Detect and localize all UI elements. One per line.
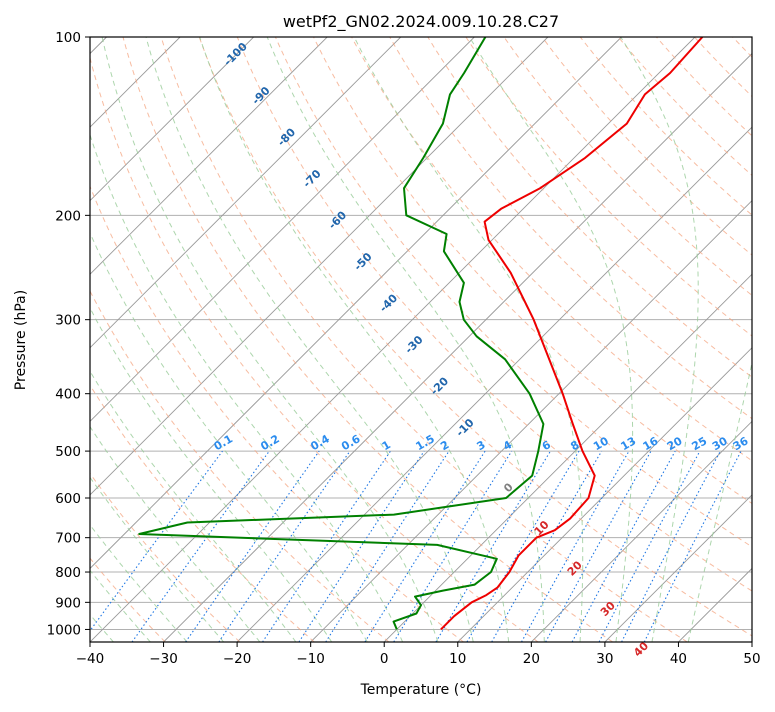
mixing-ratio-line <box>365 451 485 642</box>
isotherm-line <box>0 37 327 642</box>
x-tick-label: 50 <box>743 651 760 667</box>
y-tick-label: 500 <box>55 444 81 460</box>
x-tick-label: 10 <box>449 651 466 667</box>
mixing-ratio-line <box>436 451 551 642</box>
mixing-ratio-line <box>522 451 630 642</box>
mixing-ratio-line <box>82 451 223 642</box>
dry-adiabat-line <box>85 37 538 642</box>
isotherm-line <box>16 37 621 642</box>
y-tick-label: 400 <box>55 387 81 403</box>
mixing-ratio-line <box>644 451 741 642</box>
y-tick-label: 700 <box>55 531 81 547</box>
mixing-ratio-line <box>572 451 675 642</box>
y-tick-label: 300 <box>55 313 81 329</box>
mixing-ratio-label: 16 <box>641 434 661 453</box>
moist-adiabat-label: -70 <box>300 167 323 190</box>
dewpoint-profile-line <box>139 37 543 629</box>
moist-adiabat-line <box>0 37 260 642</box>
dry-adiabat-line <box>771 37 775 642</box>
y-tick-label: 900 <box>55 595 81 611</box>
isotherm-label: 20 <box>565 558 585 578</box>
temperature-profile-line <box>441 37 703 629</box>
moist-adiabat-label: -10 <box>453 416 476 439</box>
moist-adiabat-line <box>34 37 368 642</box>
isotherm-line <box>0 37 474 642</box>
moist-adiabat-label: -80 <box>275 125 298 148</box>
mixing-ratio-line <box>219 451 350 642</box>
y-axis-label: Pressure (hPa) <box>13 290 29 390</box>
mixing-ratio-label: 10 <box>591 434 611 453</box>
dry-adiabat-line <box>695 37 775 642</box>
mixing-ratio-line <box>622 451 721 642</box>
profile-lines <box>139 37 702 629</box>
x-axis-label: Temperature (°C) <box>360 682 482 698</box>
mixing-ratio-line <box>546 451 651 642</box>
moist-adiabat-line <box>102 37 438 642</box>
isotherm-line <box>531 37 775 642</box>
isotherm-label: 0 <box>501 480 516 495</box>
isotherm-line <box>0 37 254 642</box>
mixing-ratio-label: 0.4 <box>308 432 332 453</box>
x-tick-label: 0 <box>380 651 389 667</box>
y-tick-label: 600 <box>55 491 81 507</box>
isotherm-label: 10 <box>532 518 552 538</box>
dry-adiabat-line <box>275 37 775 642</box>
guide-lines <box>0 37 775 642</box>
x-tick-label: −30 <box>149 651 178 667</box>
x-tick-label: 40 <box>670 651 687 667</box>
mixing-ratio-label: 13 <box>618 434 638 453</box>
moist-adiabat-line <box>65 37 402 642</box>
x-tick-label: −40 <box>76 651 105 667</box>
moist-adiabat-label: -30 <box>402 333 425 356</box>
isotherm-line <box>90 37 695 642</box>
dry-adiabat-line <box>656 37 775 642</box>
mixing-ratio-label: 0.6 <box>339 432 363 453</box>
isotherm-line <box>237 37 775 642</box>
isotherm-line <box>0 37 401 642</box>
isotherm-label: 30 <box>598 599 618 619</box>
x-tick-label: 30 <box>596 651 613 667</box>
dry-adiabat-line <box>161 37 687 642</box>
isotherm-line <box>752 37 775 642</box>
mixing-ratio-label: 30 <box>710 434 730 453</box>
x-tick-label: −20 <box>223 651 252 667</box>
dry-adiabat-line <box>237 37 775 642</box>
y-tick-label: 100 <box>55 30 81 46</box>
y-tick-label: 1000 <box>47 622 81 638</box>
moist-adiabat-label: -20 <box>428 374 451 397</box>
isotherm-line <box>678 37 775 642</box>
moist-adiabat-label: -90 <box>249 84 272 107</box>
dry-adiabat-line <box>504 37 775 642</box>
dry-adiabat-line <box>9 37 389 642</box>
moist-adiabat-line <box>6 37 332 642</box>
moist-adiabat-label: -100 <box>221 40 250 69</box>
mixing-ratio-label: 25 <box>689 434 709 453</box>
mixing-ratio-line <box>599 451 700 642</box>
dry-adiabat-line <box>314 37 775 642</box>
x-tick-label: −10 <box>296 651 325 667</box>
dry-adiabat-line <box>0 37 240 642</box>
isotherm-line <box>605 37 775 642</box>
mixing-ratio-label: 0.2 <box>258 432 281 453</box>
y-tick-label: 200 <box>55 208 81 224</box>
chart-title: wetPf2_GN02.2024.009.10.28.C27 <box>283 12 559 32</box>
dry-adiabat-line <box>733 37 775 642</box>
isotherm-line <box>384 37 775 642</box>
moist-adiabat-label: -60 <box>326 208 349 231</box>
y-tick-label: 800 <box>55 565 81 581</box>
mixing-ratio-label: 0.1 <box>212 432 235 453</box>
moist-adiabat-label: -50 <box>351 250 374 273</box>
mixing-ratio-label: 36 <box>731 434 751 453</box>
mixing-ratio-label: 20 <box>665 434 685 453</box>
dry-adiabat-line <box>0 37 314 642</box>
moist-adiabat-line <box>469 37 632 642</box>
mixing-ratio-label: 1.5 <box>414 432 437 453</box>
x-tick-label: 20 <box>523 651 540 667</box>
